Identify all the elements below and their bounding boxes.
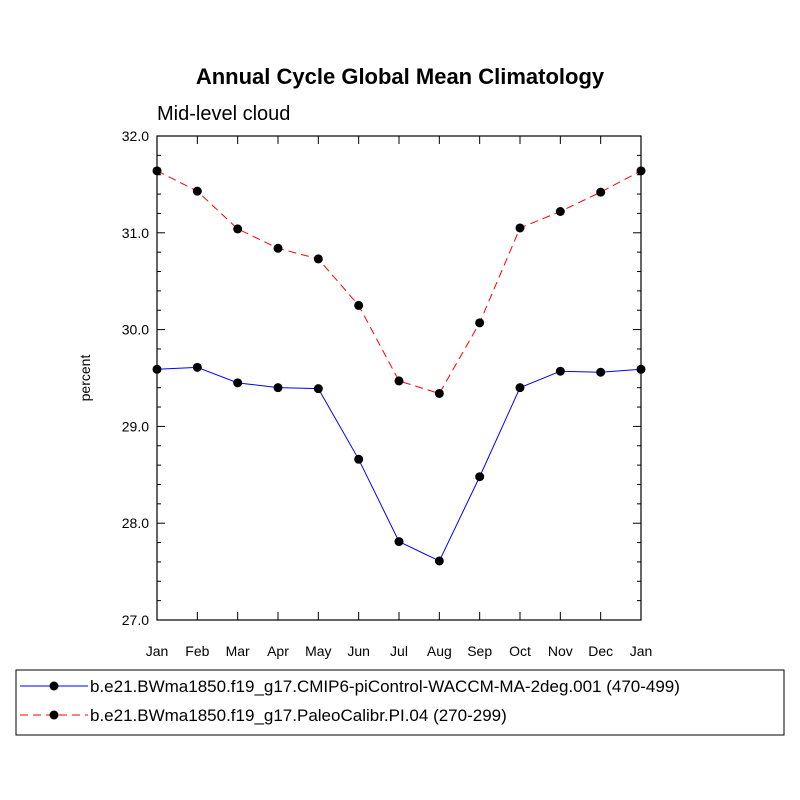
y-tick-label: 30.0: [122, 322, 149, 338]
x-tick-label: Jan: [630, 643, 653, 659]
series-2-point: [354, 300, 364, 310]
y-axis-label: percent: [77, 355, 93, 402]
series-2-point: [475, 318, 485, 328]
y-tick-label: 32.0: [122, 128, 149, 144]
legend-label-1: b.e21.BWma1850.f19_g17.CMIP6-piControl-W…: [90, 677, 680, 696]
series-1-point: [354, 454, 364, 464]
x-tick-label: Oct: [509, 643, 531, 659]
legend-label-2: b.e21.BWma1850.f19_g17.PaleoCalibr.PI.04…: [90, 706, 507, 725]
y-tick-label: 31.0: [122, 225, 149, 241]
x-tick-label: Jan: [146, 643, 169, 659]
series-1-point: [233, 378, 243, 388]
y-tick-label: 29.0: [122, 418, 149, 434]
x-tick-label: Nov: [548, 643, 573, 659]
series-1-point: [596, 367, 606, 377]
y-tick-label: 27.0: [122, 612, 149, 628]
series-2-point: [515, 223, 525, 233]
series-2-point: [273, 243, 283, 253]
legend: b.e21.BWma1850.f19_g17.CMIP6-piControl-W…: [15, 669, 785, 736]
legend-marker-1: [49, 681, 59, 691]
series-1-point: [475, 472, 485, 482]
plot-frame: [156, 135, 642, 621]
x-tick-label: Apr: [267, 643, 289, 659]
series-2-point: [233, 224, 243, 234]
x-tick-label: Sep: [467, 643, 492, 659]
x-tick-label: May: [305, 643, 331, 659]
x-tick-label: Aug: [427, 643, 452, 659]
y-tick-label: 28.0: [122, 515, 149, 531]
series-2-point: [596, 187, 606, 197]
series-2-point: [192, 186, 202, 196]
x-tick-label: Mar: [226, 643, 250, 659]
series-1-point: [515, 383, 525, 393]
series-2-point: [394, 376, 404, 386]
legend-marker-2: [49, 710, 59, 720]
series-line-2: [156, 170, 642, 395]
series-1-point: [394, 537, 404, 547]
tick-labels: Jan Feb Mar Apr May Jun Jul Aug Sep Oct Nov Dec Jan 2…: [122, 128, 653, 659]
series-1-point: [555, 366, 565, 376]
x-tick-label: Feb: [185, 643, 209, 659]
series-layer: [152, 166, 646, 566]
series-1-point: [192, 362, 202, 372]
series-1-point: [273, 383, 283, 393]
series-1-point: [313, 384, 323, 394]
x-tick-label: Jun: [347, 643, 370, 659]
x-tick-label: Jul: [390, 643, 408, 659]
x-tick-label: Dec: [588, 643, 613, 659]
series-2-point: [434, 388, 444, 398]
chart-subtitle: Mid-level cloud: [157, 103, 290, 125]
chart-title: Annual Cycle Global Mean Climatology: [196, 64, 605, 89]
series-1-point: [434, 556, 444, 566]
series-line-1: [156, 366, 642, 562]
series-2-point: [555, 207, 565, 217]
series-2-point: [313, 254, 323, 264]
legend-box: [15, 669, 785, 736]
